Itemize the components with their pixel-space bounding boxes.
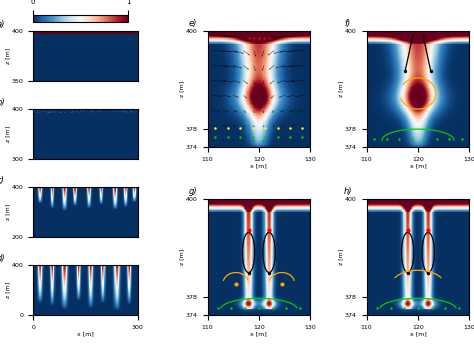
Y-axis label: z [m]: z [m] bbox=[179, 81, 184, 97]
Y-axis label: z [m]: z [m] bbox=[5, 282, 10, 298]
Y-axis label: z [m]: z [m] bbox=[338, 249, 344, 265]
X-axis label: x [m]: x [m] bbox=[250, 163, 267, 168]
Text: f): f) bbox=[344, 19, 350, 28]
Text: g): g) bbox=[189, 186, 198, 195]
Text: h): h) bbox=[344, 186, 353, 195]
Text: a): a) bbox=[0, 20, 5, 29]
Y-axis label: z [m]: z [m] bbox=[5, 204, 10, 220]
X-axis label: x [m]: x [m] bbox=[250, 331, 267, 336]
Y-axis label: z [m]: z [m] bbox=[5, 126, 10, 142]
Text: b): b) bbox=[0, 98, 5, 107]
Text: e): e) bbox=[189, 19, 197, 28]
X-axis label: x [m]: x [m] bbox=[410, 331, 426, 336]
Y-axis label: z [m]: z [m] bbox=[179, 249, 184, 265]
Y-axis label: z [m]: z [m] bbox=[5, 48, 10, 64]
Y-axis label: z [m]: z [m] bbox=[338, 81, 344, 97]
Text: d): d) bbox=[0, 254, 5, 263]
Text: c): c) bbox=[0, 176, 4, 185]
X-axis label: x [m]: x [m] bbox=[410, 163, 426, 168]
X-axis label: x [m]: x [m] bbox=[77, 331, 94, 336]
